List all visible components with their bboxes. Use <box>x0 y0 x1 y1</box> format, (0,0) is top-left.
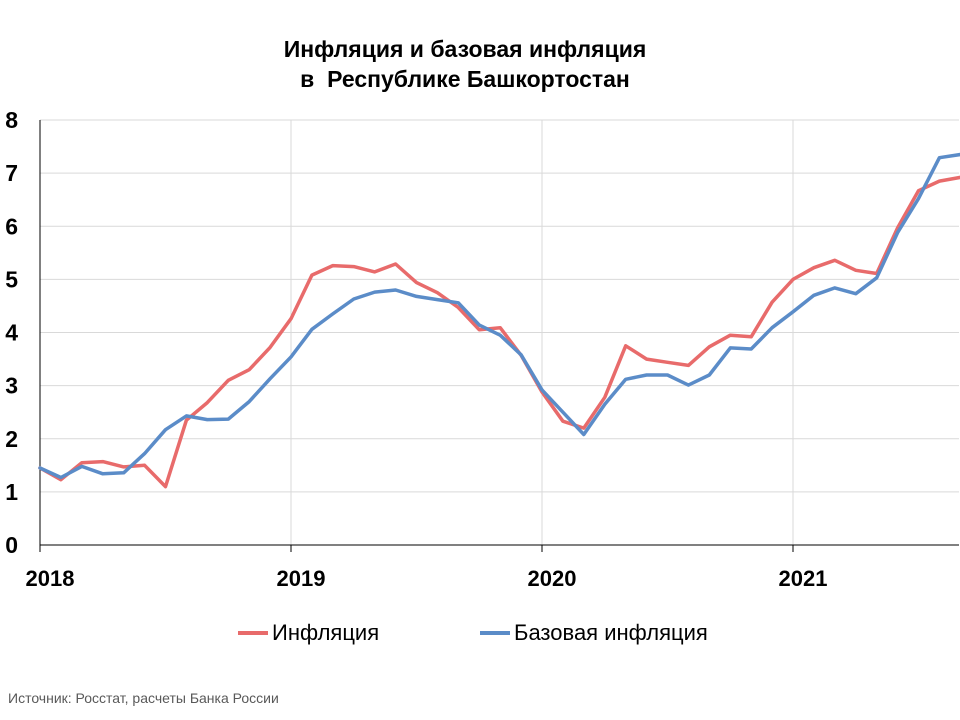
x-tick-label-2018: 2018 <box>26 566 75 591</box>
chart-title: Инфляция и базовая инфляция в Республике… <box>0 34 930 94</box>
legend-label-inflation: Инфляция <box>272 620 380 645</box>
y-tick-label-7: 7 <box>5 160 18 186</box>
legend-swatch-inflation <box>238 631 268 635</box>
y-tick-label-0: 0 <box>5 532 18 558</box>
series-line-inflation <box>38 175 960 489</box>
legend-swatch-core-inflation <box>480 631 510 635</box>
line-chart: 0 1 2 3 4 5 6 7 8 2018 2019 2020 2021 <box>5 107 960 591</box>
legend-item-inflation: Инфляция <box>238 620 379 646</box>
x-tick-label-2021: 2021 <box>779 566 828 591</box>
chart-title-line-1: Инфляция и базовая инфляция <box>283 36 647 62</box>
chart-title-line-2: в Республике Башкортостан <box>300 66 630 92</box>
y-tick-label-6: 6 <box>5 213 18 239</box>
legend-item-core-inflation: Базовая инфляция <box>480 620 708 646</box>
y-tick-label-4: 4 <box>5 320 18 346</box>
y-tick-label-1: 1 <box>5 479 18 505</box>
y-tick-label-5: 5 <box>5 266 18 292</box>
series-line-core-inflation <box>38 152 960 480</box>
x-tick-label-2019: 2019 <box>277 566 326 591</box>
x-tick-label-2020: 2020 <box>528 566 577 591</box>
y-tick-label-2: 2 <box>5 426 18 452</box>
y-tick-label-8: 8 <box>5 107 18 133</box>
y-tick-label-3: 3 <box>5 373 18 399</box>
legend-label-core-inflation: Базовая инфляция <box>514 620 708 645</box>
source-note: Источник: Росстат, расчеты Банка России <box>8 690 279 706</box>
legend: Инфляция Базовая инфляция <box>0 620 960 654</box>
